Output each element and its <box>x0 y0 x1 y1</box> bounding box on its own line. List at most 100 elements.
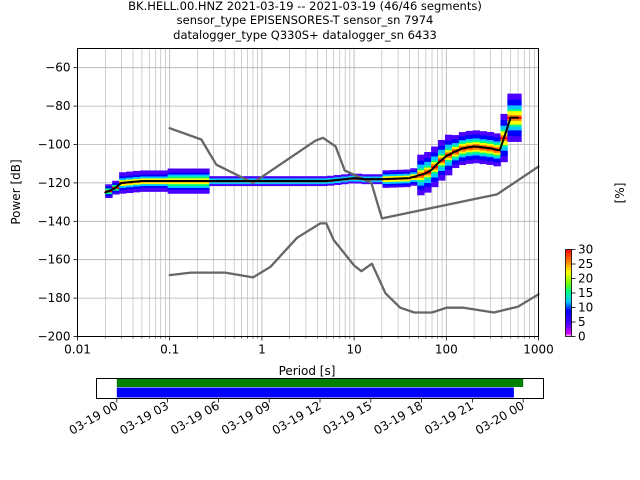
heatmap-cell <box>514 133 522 137</box>
heatmap-cell <box>417 170 425 173</box>
heatmap-cell <box>486 137 494 140</box>
heatmap-cell <box>389 179 397 182</box>
heatmap-cell <box>431 173 439 176</box>
heatmap-cell <box>507 93 515 96</box>
colorbar-tick-label: 30 <box>578 243 593 257</box>
heatmap-cell <box>451 163 460 167</box>
heatmap-cell <box>146 187 155 190</box>
heatmap-cell <box>507 99 515 102</box>
heatmap-cell <box>500 146 508 149</box>
heatmap-cell <box>424 165 432 168</box>
heatmap-cell <box>334 175 342 178</box>
heatmap-cell <box>375 181 383 185</box>
timeline-tick-label: 03-19 06 <box>168 398 222 437</box>
heatmap-cell <box>396 175 404 178</box>
heatmap-cell <box>424 173 432 176</box>
heatmap-cell <box>472 151 481 154</box>
colorbar-tick-label: 15 <box>578 286 593 300</box>
heatmap-cell <box>105 184 113 187</box>
heatmap-cell <box>285 178 293 181</box>
heatmap-cell <box>195 176 203 179</box>
heatmap-cell <box>417 164 425 167</box>
heatmap-cell <box>389 171 397 175</box>
heatmap-cell <box>472 130 481 133</box>
heatmap-cell <box>444 157 453 160</box>
heatmap-cell <box>451 148 460 151</box>
heatmap-cell <box>486 160 494 164</box>
heatmap-cell <box>500 131 508 134</box>
heatmap-cell <box>195 189 203 192</box>
heatmap-cell <box>153 189 162 192</box>
heatmap-cell <box>431 171 439 174</box>
heatmap-cell <box>472 136 481 139</box>
heatmap-cell <box>500 150 508 153</box>
heatmap-cell <box>438 176 446 179</box>
heatmap-cell <box>264 181 273 185</box>
heatmap-cell <box>188 183 196 187</box>
heatmap-cell <box>181 185 189 188</box>
heatmap-cell <box>382 176 390 179</box>
heatmap-cell <box>444 134 453 137</box>
heatmap-cell <box>132 186 141 189</box>
heatmap-cell <box>119 187 127 190</box>
heatmap-cell <box>139 185 148 188</box>
heatmap-cell <box>375 180 383 183</box>
heatmap-cell <box>507 137 515 140</box>
heatmap-cell <box>514 132 522 135</box>
heatmap-cell <box>486 149 494 152</box>
heatmap-cell <box>479 131 487 134</box>
y-tick-label: −120 <box>38 176 71 190</box>
heatmap-cell <box>514 112 522 116</box>
heatmap-cell <box>431 158 439 161</box>
heatmap-cell <box>306 181 314 185</box>
heatmap-cell <box>174 172 182 175</box>
heatmap-cell <box>465 144 474 147</box>
heatmap-cell <box>417 189 425 192</box>
heatmap-cell <box>479 150 487 153</box>
heatmap-cell <box>500 117 508 120</box>
heatmap-cell <box>167 172 175 175</box>
heatmap-cell <box>451 142 460 145</box>
heatmap-cell <box>444 142 453 145</box>
heatmap-cell <box>188 181 196 185</box>
heatmap-cell <box>132 176 141 179</box>
heatmap-cell <box>327 175 335 178</box>
heatmap-cell <box>417 154 425 157</box>
heatmap-cell <box>160 187 169 190</box>
heatmap-cell <box>451 138 460 142</box>
heatmap-cell <box>465 132 474 136</box>
heatmap-cell <box>216 178 224 181</box>
heatmap-cell <box>514 122 522 125</box>
heatmap-cell <box>188 174 196 177</box>
heatmap-cell <box>334 182 342 185</box>
heatmap-cell <box>417 166 425 169</box>
heatmap-cell <box>167 187 175 190</box>
heatmap-cell <box>417 193 425 196</box>
heatmap-cell <box>112 192 120 195</box>
heatmap-cell <box>424 175 432 178</box>
colorbar-bar <box>565 249 572 337</box>
heatmap-cell <box>424 188 432 191</box>
heatmap-cell <box>188 185 196 188</box>
heatmap-cell <box>396 173 404 176</box>
heatmap-cell <box>444 148 453 151</box>
heatmap-cell <box>403 173 411 176</box>
heatmap-cell <box>507 135 515 139</box>
heatmap-cell <box>119 172 127 175</box>
heatmap-cell <box>493 135 501 138</box>
heatmap-cell <box>410 183 418 186</box>
heatmap-cell <box>486 141 494 144</box>
heatmap-cell <box>417 162 425 165</box>
heatmap-cell <box>264 178 273 181</box>
heatmap-cell <box>146 181 155 185</box>
heatmap-cell <box>146 170 155 173</box>
heatmap-cell <box>500 113 508 117</box>
heatmap-cell <box>375 176 383 179</box>
heatmap-cell <box>167 168 175 171</box>
colorbar-tick-label: 25 <box>578 257 593 271</box>
heatmap-cell <box>167 189 175 192</box>
heatmap-cell <box>417 175 425 178</box>
heatmap-cell <box>479 144 487 147</box>
heatmap-cell <box>479 152 487 155</box>
heatmap-cell <box>410 179 418 182</box>
